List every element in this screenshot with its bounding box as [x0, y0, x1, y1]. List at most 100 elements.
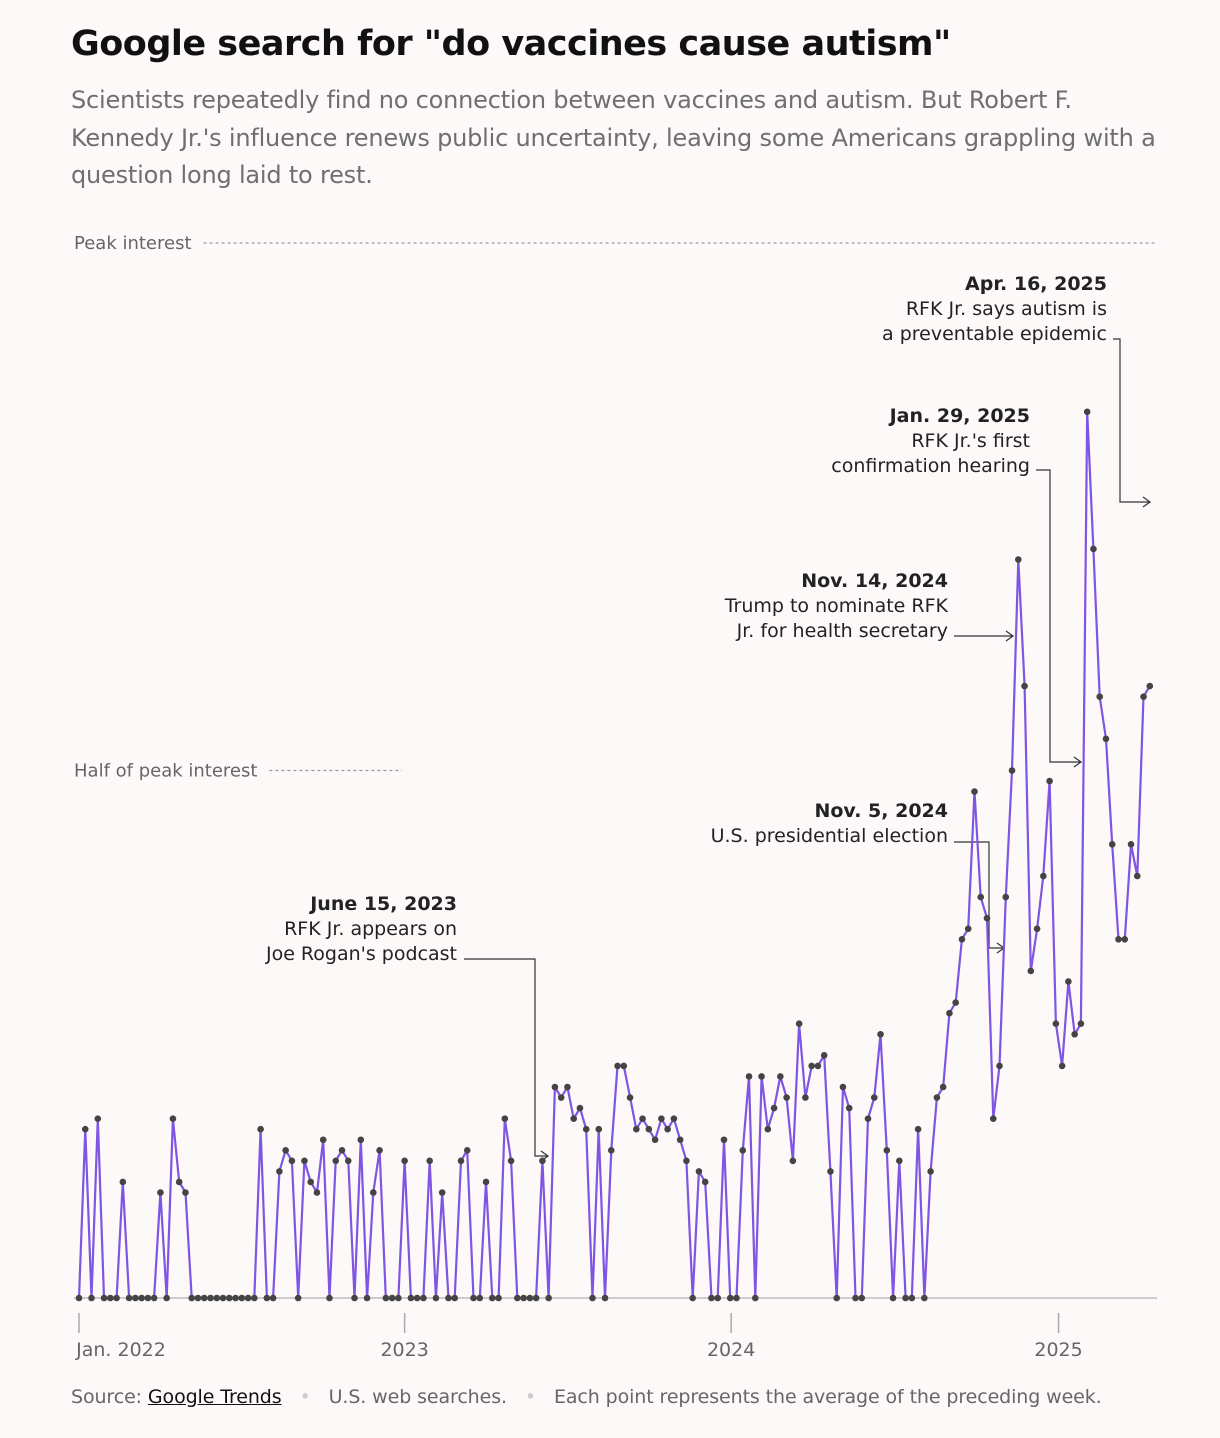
- data-point: [407, 1294, 415, 1302]
- data-point: [107, 1294, 114, 1302]
- data-point: [132, 1294, 139, 1302]
- data-point: [470, 1294, 477, 1302]
- annotation-connector: [1036, 469, 1081, 763]
- data-point: [896, 1157, 903, 1165]
- footer-separator: •: [299, 1386, 311, 1408]
- data-point: [125, 1294, 133, 1302]
- data-point: [927, 1168, 934, 1175]
- annotation-date: Apr. 16, 2025: [965, 273, 1107, 295]
- annotation-date: Nov. 14, 2024: [801, 570, 948, 592]
- data-point: [908, 1294, 916, 1302]
- data-point: [526, 1294, 534, 1302]
- data-point: [175, 1178, 183, 1186]
- data-point: [370, 1189, 377, 1196]
- data-point: [689, 1294, 696, 1302]
- annotation-date: Nov. 5, 2024: [814, 800, 948, 822]
- data-point: [244, 1294, 252, 1302]
- data-point: [989, 1115, 997, 1122]
- data-point: [983, 914, 991, 922]
- data-point: [870, 1094, 878, 1101]
- data-point: [1090, 545, 1097, 553]
- data-point: [100, 1294, 108, 1302]
- data-point: [451, 1294, 459, 1302]
- data-point: [1002, 893, 1010, 901]
- annotations: June 15, 2023 RFK Jr. appears on Joe Rogan…: [265, 273, 1152, 1162]
- data-point: [820, 1052, 828, 1059]
- data-point: [639, 1115, 646, 1122]
- chart-subtitle: Scientists repeatedly find no connection…: [71, 86, 1156, 189]
- data-point: [576, 1104, 584, 1112]
- data-point: [651, 1136, 659, 1144]
- data-point: [113, 1294, 120, 1302]
- data-point: [733, 1294, 740, 1302]
- data-point: [557, 1094, 565, 1101]
- data-point: [332, 1157, 340, 1165]
- data-point: [1015, 556, 1022, 563]
- data-point: [213, 1294, 221, 1302]
- data-point: [952, 999, 959, 1006]
- data-point: [902, 1294, 909, 1302]
- data-point: [1077, 1020, 1085, 1027]
- data-point: [319, 1136, 327, 1144]
- data-point: [1021, 682, 1028, 690]
- source-link[interactable]: Google Trends: [147, 1386, 282, 1408]
- data-point: [1115, 936, 1122, 943]
- data-point: [582, 1125, 590, 1133]
- data-point: [939, 1083, 947, 1091]
- data-point: [420, 1294, 427, 1302]
- data-point: [463, 1147, 471, 1154]
- source-label: Source:: [71, 1386, 142, 1408]
- data-point: [745, 1073, 753, 1080]
- data-point: [802, 1094, 809, 1101]
- data-point: [520, 1294, 527, 1302]
- data-point: [946, 1009, 953, 1017]
- data-point: [1027, 967, 1035, 975]
- data-point: [75, 1294, 83, 1302]
- data-point: [1102, 735, 1110, 743]
- data-point: [507, 1157, 515, 1165]
- data-point: [276, 1168, 283, 1175]
- data-point: [620, 1062, 628, 1070]
- data-point: [357, 1136, 365, 1144]
- data-point: [188, 1294, 196, 1302]
- data-point: [808, 1062, 815, 1070]
- data-point: [1046, 777, 1053, 785]
- data-point: [207, 1294, 214, 1302]
- data-point: [889, 1294, 897, 1302]
- data-point: [658, 1115, 665, 1122]
- series-path: [77, 410, 1151, 1300]
- data-point: [495, 1294, 502, 1302]
- data-point: [263, 1294, 271, 1302]
- data-point: [1058, 1062, 1066, 1070]
- data-point: [670, 1115, 678, 1122]
- chart-title: Google search for "do vaccines cause aut…: [71, 24, 951, 64]
- data-point: [282, 1147, 289, 1154]
- data-point: [1008, 767, 1016, 774]
- data-point: [933, 1094, 941, 1101]
- data-point: [714, 1294, 722, 1302]
- data-point: [150, 1294, 158, 1302]
- data-point: [601, 1294, 609, 1302]
- data-point: [633, 1125, 640, 1133]
- data-point: [883, 1147, 891, 1154]
- data-point: [238, 1294, 246, 1302]
- data-point: [432, 1294, 440, 1302]
- annotation-text: Jr. for health secretary: [736, 620, 948, 642]
- data-point: [777, 1073, 784, 1080]
- data-point: [351, 1294, 358, 1302]
- data-point: [382, 1294, 390, 1302]
- data-point: [194, 1294, 202, 1302]
- data-point: [338, 1147, 346, 1154]
- x-axis: Jan. 2022 2023 2024 2025: [74, 1297, 1157, 1361]
- footer-separator: •: [524, 1386, 536, 1408]
- data-point: [751, 1294, 759, 1302]
- data-point: [532, 1294, 540, 1302]
- data-point: [839, 1083, 847, 1091]
- data-point: [1133, 872, 1141, 880]
- data-point: [1108, 841, 1116, 848]
- annotation-date: June 15, 2023: [308, 893, 457, 915]
- data-point: [157, 1189, 164, 1196]
- data-point: [1033, 925, 1041, 933]
- data-point: [739, 1147, 747, 1154]
